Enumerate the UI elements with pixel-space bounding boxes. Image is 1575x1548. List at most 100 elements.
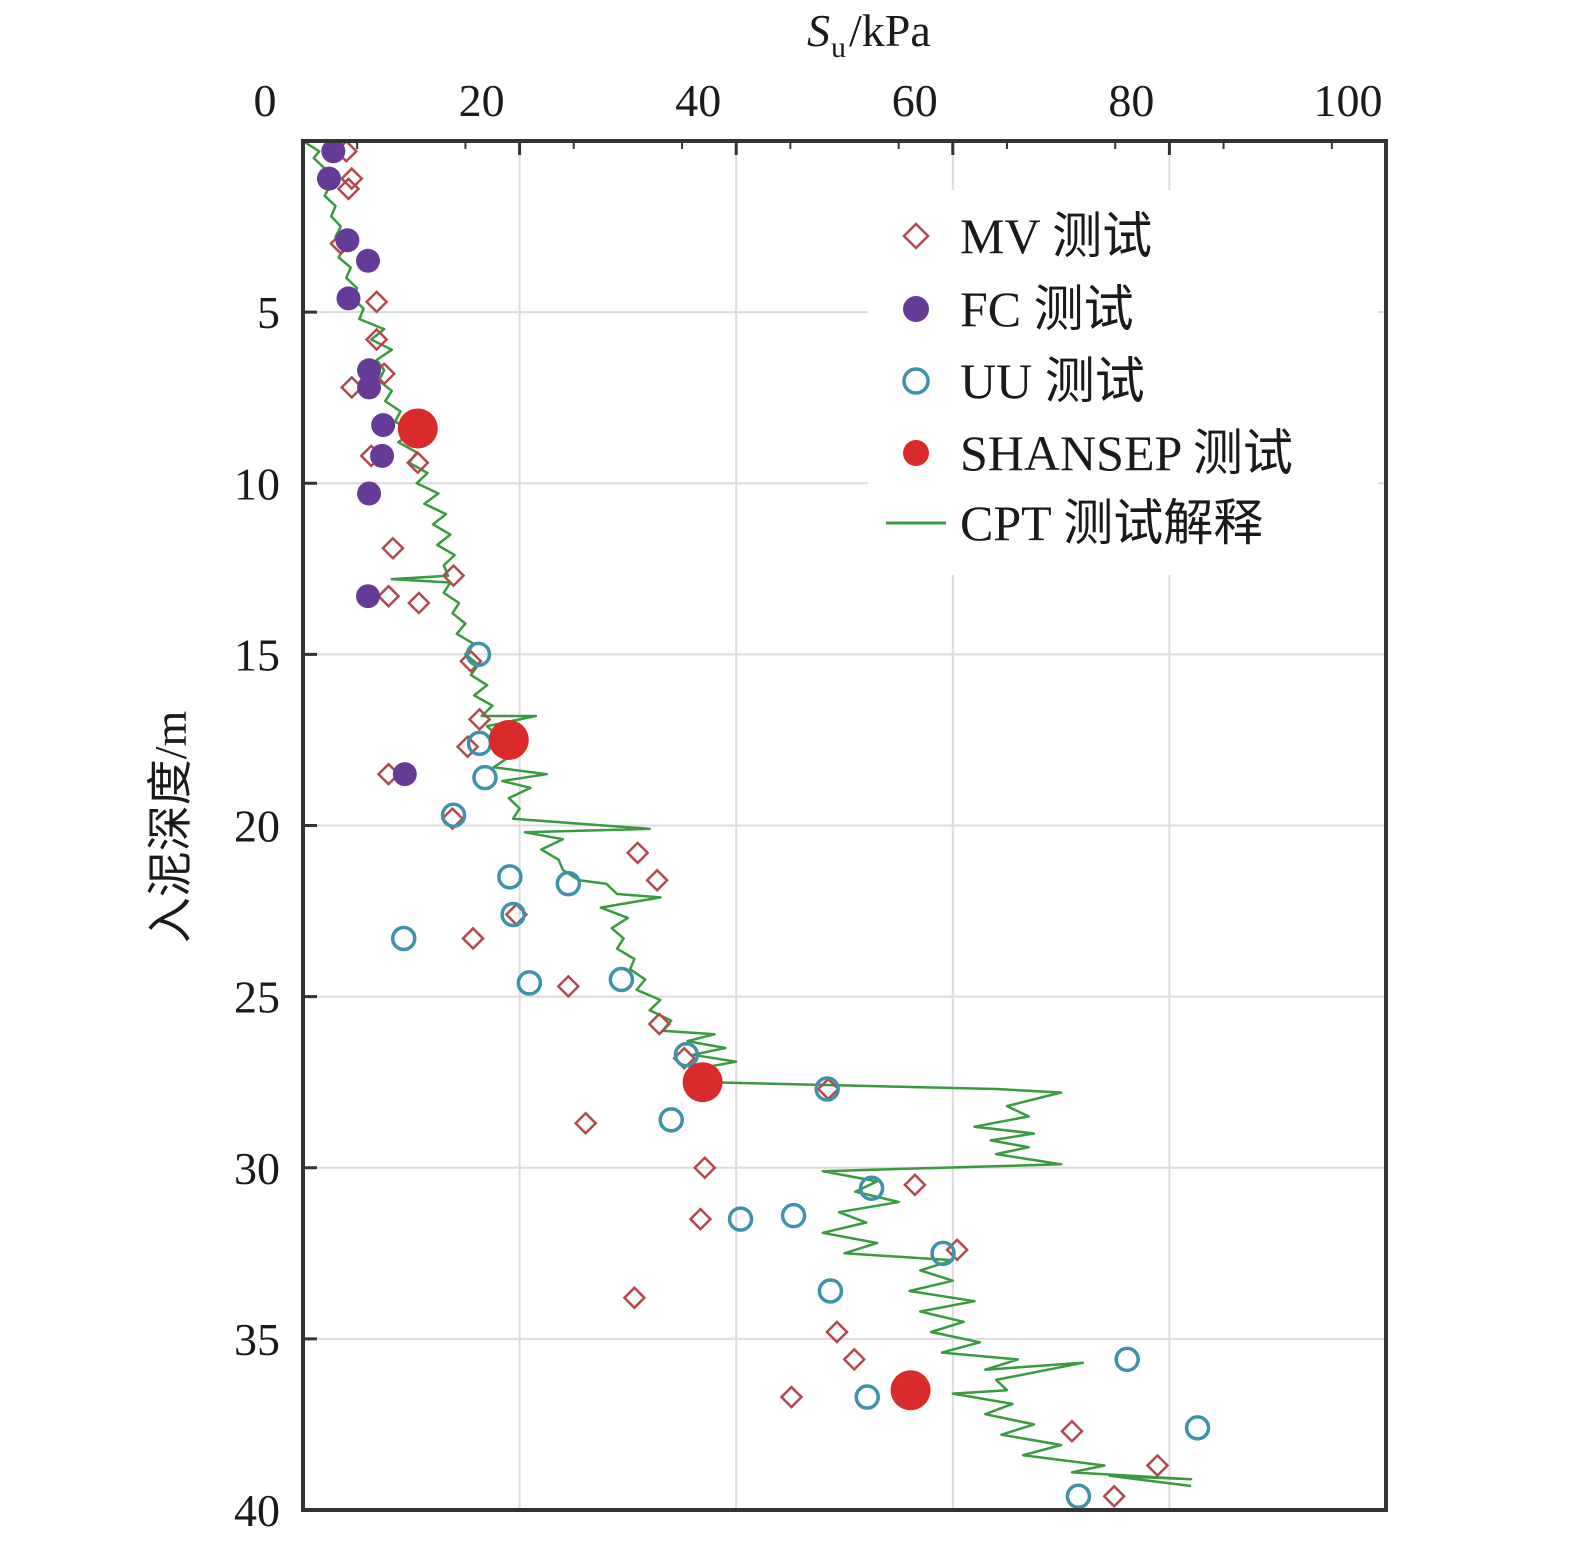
uu-point (930, 1240, 956, 1267)
uu-point (658, 1107, 684, 1133)
uu-point (472, 764, 498, 791)
y-tick-label: 35 (234, 1314, 280, 1365)
mv-point (672, 1046, 696, 1070)
y-tick-label: 15 (234, 629, 280, 680)
legend-swatch-mv (902, 222, 930, 250)
mv-point (455, 735, 480, 759)
mv-point (622, 1286, 647, 1310)
legend-label-mv: MV 测试 (960, 208, 1152, 264)
shansep-point (890, 1370, 931, 1411)
mv-point (693, 1155, 717, 1180)
x-tick-label: 0 (254, 75, 277, 126)
uu-point (1114, 1346, 1140, 1373)
legend: MV 测试 FC 测试 UU 测试 SHANSEP 测试 CPT 测试解释 (868, 190, 1378, 575)
uu-point (814, 1076, 840, 1102)
scatter-points (316, 139, 1211, 1510)
x-axis-title: S u /kPa (807, 5, 931, 64)
mv-point (440, 806, 465, 831)
y-tick-label: 10 (234, 458, 280, 509)
x-tick-label: 20 (459, 75, 505, 126)
fc-point (357, 481, 382, 506)
legend-label-cpt: CPT 测试解释 (960, 495, 1263, 551)
shansep-point (397, 408, 438, 449)
fc-point (370, 443, 395, 468)
legend-label-fc: FC 测试 (960, 281, 1134, 337)
mv-point (1102, 1484, 1126, 1509)
legend-label-uu: UU 测试 (960, 353, 1145, 409)
y-tick-label: 25 (234, 972, 280, 1023)
y-tick-label: 30 (234, 1143, 280, 1194)
legend-swatch-fc (903, 296, 929, 322)
mv-point (625, 841, 650, 865)
mv-point (381, 536, 405, 561)
uu-point (608, 966, 635, 993)
x-tick-label: 100 (1314, 75, 1383, 126)
legend-swatch-uu (902, 367, 930, 395)
mv-point (903, 1173, 927, 1197)
fc-point (335, 228, 360, 253)
uu-point (500, 901, 526, 928)
uu-point (1065, 1483, 1092, 1510)
legend-swatch-shansep (903, 440, 929, 466)
mv-point (364, 327, 389, 352)
fc-point (392, 762, 417, 787)
x-axis-title-unit: /kPa (849, 5, 931, 56)
uu-point (817, 1278, 844, 1304)
shansep-point (682, 1062, 723, 1103)
shansep-point (488, 719, 529, 760)
x-axis-title-subscript: u (831, 31, 846, 64)
uu-point (854, 1384, 880, 1410)
mv-point (647, 1012, 672, 1036)
mv-point (645, 868, 669, 893)
fc-point (371, 413, 396, 438)
uu-point (516, 970, 543, 996)
y-tick-label: 40 (234, 1485, 280, 1536)
mv-point (688, 1207, 713, 1231)
y-tick-label: 5 (257, 287, 280, 338)
uu-point (727, 1206, 754, 1232)
x-tick-label: 80 (1108, 75, 1154, 126)
x-tick-label: 60 (892, 75, 938, 126)
fc-point (316, 166, 341, 191)
mv-point (556, 974, 581, 999)
fc-point (336, 286, 361, 311)
mv-point (406, 450, 430, 475)
uu-point (858, 1175, 885, 1202)
y-tick-label: 20 (234, 801, 280, 852)
x-axis-title-main: S (807, 5, 830, 56)
uu-point (440, 802, 467, 828)
mv-point (364, 290, 389, 314)
mv-point (407, 591, 431, 615)
mv-point (842, 1347, 867, 1372)
mv-point (461, 926, 485, 951)
mv-point (376, 584, 401, 608)
mv-point (339, 166, 364, 191)
fc-point (355, 584, 380, 609)
mv-point (459, 649, 483, 673)
mv-point (779, 1385, 804, 1409)
legend-box (868, 190, 1378, 575)
uu-point (1184, 1415, 1211, 1441)
mv-point (573, 1111, 598, 1136)
legend-label-shansep: SHANSEP 测试 (960, 425, 1293, 481)
mv-point (467, 707, 492, 732)
uu-point (390, 925, 417, 952)
mv-point (1060, 1419, 1084, 1444)
uu-point (555, 870, 582, 897)
mv-point (441, 563, 466, 588)
uu-point (466, 730, 493, 757)
mv-point (1145, 1453, 1170, 1478)
fc-point (321, 139, 346, 164)
mv-point (336, 177, 361, 201)
uu-point (465, 641, 492, 668)
uu-point (780, 1202, 807, 1229)
fc-point (355, 248, 380, 273)
fc-point (357, 358, 382, 383)
mv-point (825, 1320, 849, 1344)
uu-point (497, 864, 523, 890)
x-tick-label: 40 (675, 75, 721, 126)
fc-point (357, 375, 382, 400)
uu-point (673, 1042, 700, 1068)
axis-ticks: 0 20 40 60 80 100 5 10 15 20 25 30 35 40 (234, 75, 1388, 1536)
